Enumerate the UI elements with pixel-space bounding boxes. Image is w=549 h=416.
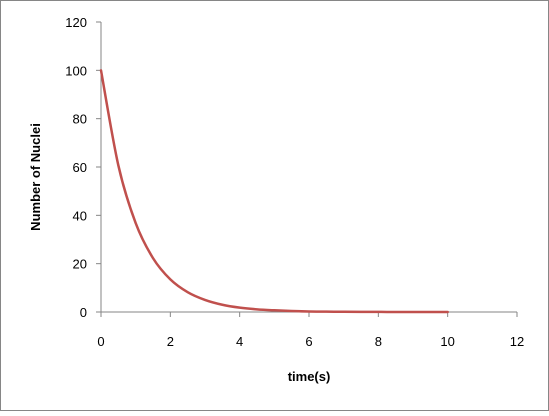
y-axis-title: Number of Nuclei (28, 123, 43, 231)
x-tick-label: 10 (440, 334, 454, 349)
x-axis-title: time(s) (288, 369, 331, 384)
y-tick-label: 100 (65, 63, 87, 78)
y-axis-ticks: 0 20 40 60 80 100 120 (65, 15, 101, 320)
y-tick-label: 60 (73, 160, 87, 175)
y-tick-label: 120 (65, 15, 87, 30)
x-tick-label: 2 (167, 334, 174, 349)
series-line (99, 69, 449, 314)
x-tick-label: 12 (510, 334, 524, 349)
y-tick-label: 20 (73, 257, 87, 272)
y-tick-label: 0 (80, 305, 87, 320)
y-tick-label: 40 (73, 208, 87, 223)
x-tick-label: 4 (236, 334, 243, 349)
x-tick-label: 6 (305, 334, 312, 349)
x-tick-label: 0 (97, 334, 104, 349)
x-tick-label: 8 (375, 334, 382, 349)
y-tick-label: 80 (73, 112, 87, 127)
series-layer (99, 69, 449, 314)
